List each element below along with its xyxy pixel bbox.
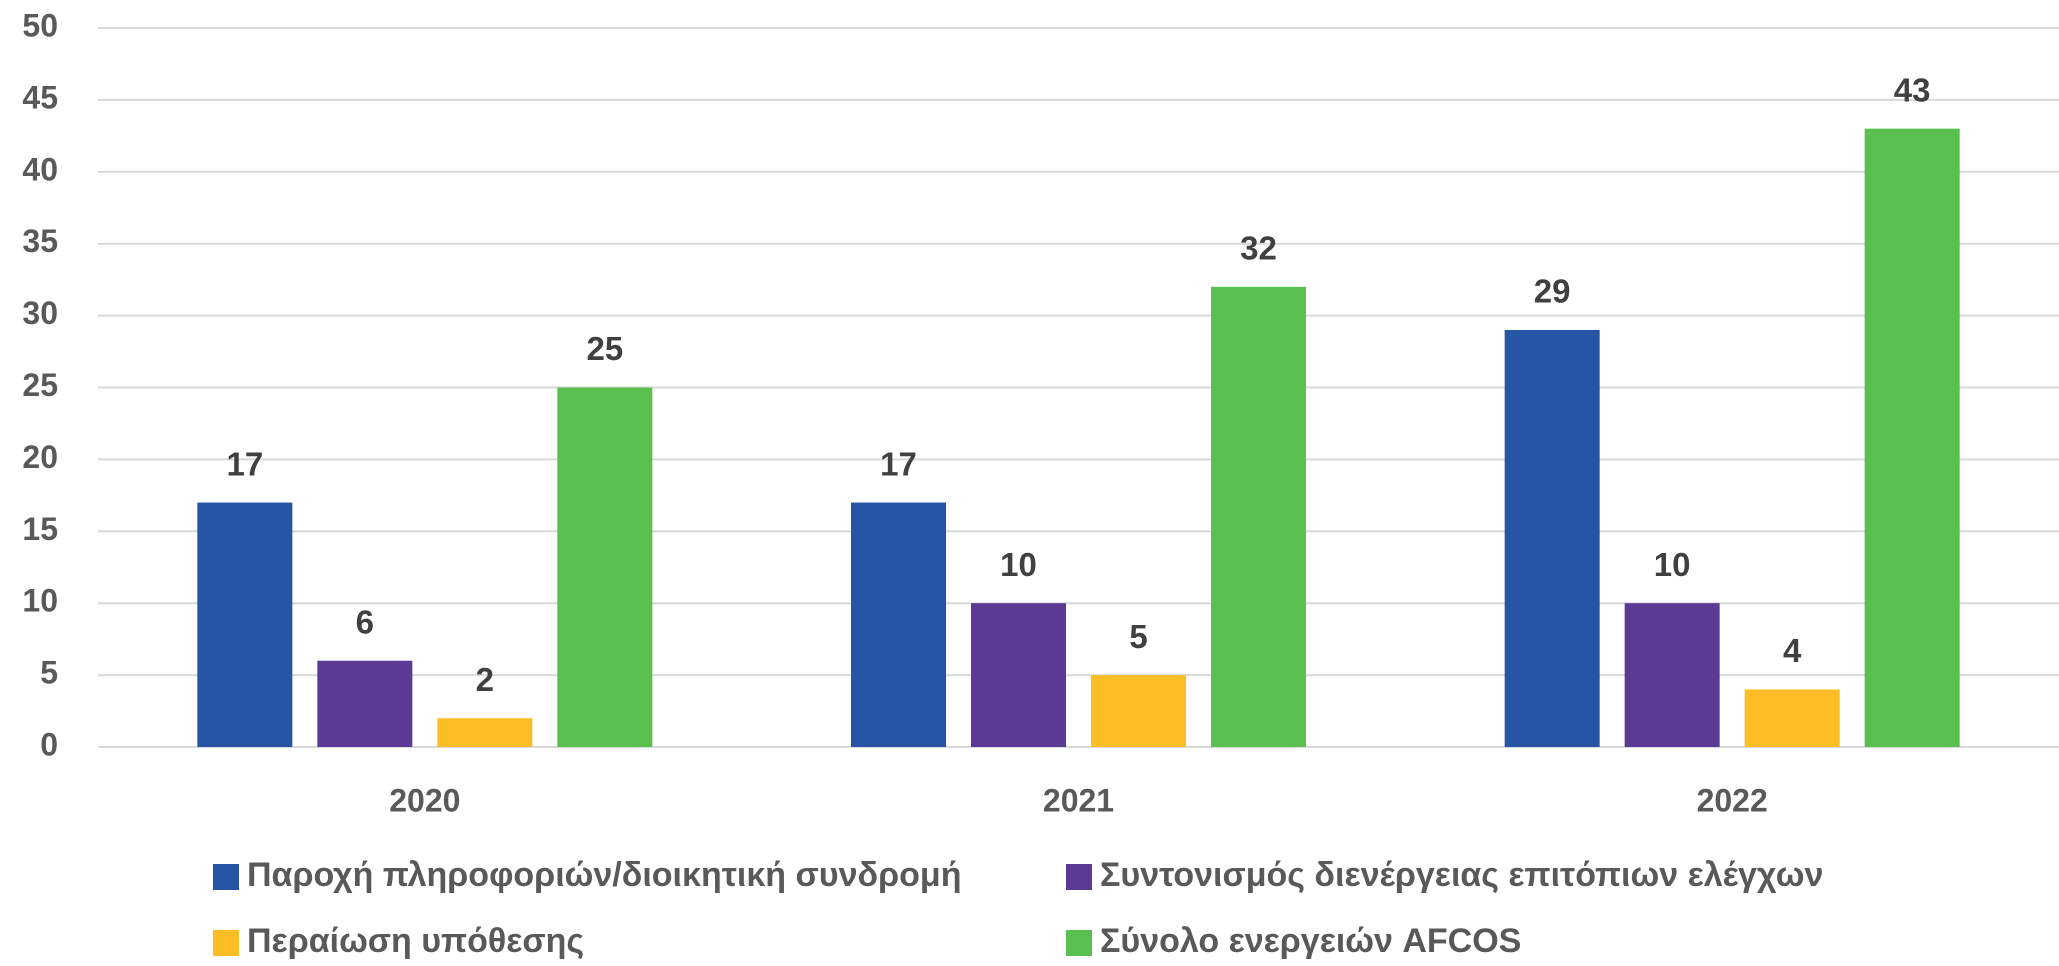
y-tick-label: 5	[40, 655, 58, 691]
bar	[1091, 675, 1186, 747]
legend-swatch	[1066, 930, 1092, 956]
y-tick-label: 20	[22, 439, 58, 475]
bar	[1864, 128, 1960, 747]
data-label: 25	[586, 330, 623, 367]
y-tick-label: 0	[40, 726, 58, 762]
data-label: 6	[356, 603, 374, 640]
legend-label: Σύνολο ενεργειών AFCOS	[1100, 922, 1521, 960]
y-tick-label: 15	[22, 511, 58, 547]
legend-label: Συντονισμός διενέργειας επιτόπιων ελέγχω…	[1100, 856, 1823, 894]
y-tick-label: 50	[22, 7, 58, 43]
bar	[1504, 329, 1600, 747]
y-tick-label: 25	[22, 367, 58, 403]
data-label: 5	[1129, 618, 1147, 655]
x-tick-label: 2022	[1697, 782, 1768, 818]
legend-label: Παροχή πληροφοριών/διοικητική συνδρομή	[247, 856, 961, 894]
legend-swatch	[1066, 864, 1092, 890]
y-tick-label: 45	[22, 79, 58, 115]
data-label: 32	[1240, 230, 1277, 267]
y-tick-label: 40	[22, 151, 58, 187]
data-label: 10	[1654, 546, 1691, 583]
bar	[437, 718, 533, 747]
data-label: 10	[1000, 546, 1037, 583]
bar	[317, 660, 413, 747]
legend-swatch	[213, 930, 239, 956]
data-label: 29	[1534, 273, 1571, 310]
bar	[971, 603, 1066, 747]
data-label: 43	[1894, 71, 1931, 108]
bar	[1624, 603, 1720, 747]
legend-label: Περαίωση υπόθεσης	[247, 922, 584, 960]
data-label: 17	[226, 445, 263, 482]
bar	[1744, 689, 1840, 747]
x-tick-label: 2021	[1043, 782, 1114, 818]
bar	[1211, 286, 1306, 747]
data-label: 4	[1783, 632, 1802, 669]
y-tick-label: 10	[22, 583, 58, 619]
x-tick-label: 2020	[389, 782, 460, 818]
y-tick-label: 30	[22, 295, 58, 331]
bar	[851, 502, 946, 747]
legend-swatch	[213, 864, 239, 890]
data-label: 17	[880, 445, 917, 482]
data-label: 2	[476, 661, 494, 698]
y-tick-label: 35	[22, 223, 58, 259]
bar	[557, 387, 653, 747]
bar	[197, 502, 293, 747]
